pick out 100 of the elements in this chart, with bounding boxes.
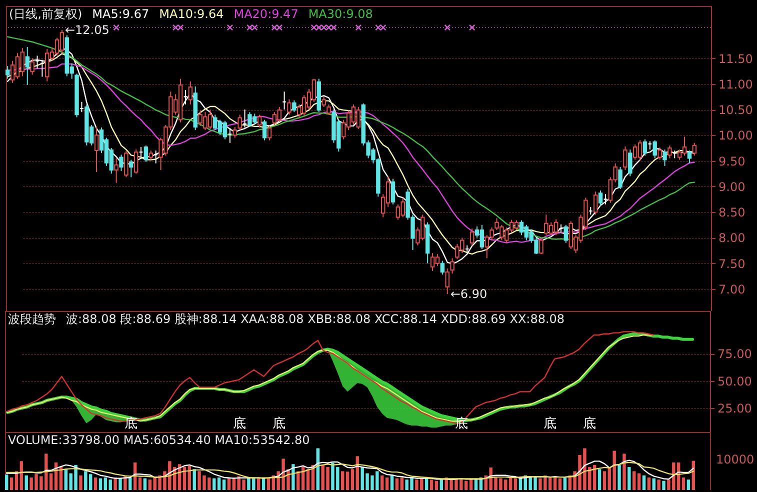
bar (24, 475, 28, 490)
bar (94, 477, 98, 490)
candlestick (628, 149, 632, 177)
x-tick-label: 底 (233, 416, 246, 432)
y-tick-label: 9.00 (718, 180, 746, 194)
bar (652, 478, 656, 490)
candlestick (80, 101, 84, 113)
candlestick (593, 191, 598, 216)
candlestick (440, 260, 445, 276)
bar (340, 471, 344, 490)
bar (628, 467, 631, 490)
bar (598, 469, 602, 490)
candlestick (652, 140, 657, 159)
bar (217, 477, 221, 490)
bar (390, 475, 394, 490)
bar (143, 478, 147, 490)
candlestick (144, 144, 148, 162)
bar (49, 473, 53, 490)
candlestick (114, 158, 118, 184)
bar (222, 480, 226, 490)
x-tick-label: 底 (583, 416, 596, 432)
candlestick (390, 178, 396, 205)
bar (192, 469, 196, 490)
candlestick (257, 114, 262, 128)
chart-title: 波段趋势 (8, 312, 56, 326)
candlestick (287, 98, 292, 116)
chart-title: VOLUME:33798.00 MA5:60534.40 MA10:53542.80 (8, 433, 310, 447)
candlestick (119, 154, 124, 172)
candlestick (148, 150, 153, 160)
candlestick (188, 80, 193, 105)
candlestick (642, 138, 648, 156)
candlestick (35, 55, 40, 70)
candlestick (228, 128, 232, 144)
candlestick (658, 146, 662, 160)
bar (350, 469, 354, 490)
candlestick (138, 146, 144, 158)
y-tick-label: 8.50 (718, 206, 746, 220)
candlestick (262, 119, 267, 141)
bar (128, 477, 132, 490)
bar (400, 477, 404, 490)
annotation: ←6.90 (450, 287, 488, 302)
candlestick (183, 90, 188, 105)
candlestick (30, 58, 34, 76)
bar (385, 477, 389, 490)
bar (138, 477, 142, 490)
bar (618, 464, 621, 490)
annotation: ←12.05 (64, 23, 110, 38)
text: MA5:9.67 (92, 7, 150, 21)
y-tick-label: 25.00 (718, 402, 752, 416)
candlestick (668, 144, 672, 159)
bar (79, 475, 82, 490)
bar (637, 473, 641, 490)
candlestick (25, 46, 30, 86)
candlestick (94, 126, 99, 173)
candlestick (322, 96, 326, 108)
bar (5, 474, 8, 490)
candlestick (445, 268, 450, 295)
candlestick (242, 109, 247, 128)
candlestick (134, 149, 138, 174)
y-tick-label: 7.00 (718, 282, 746, 296)
y-tick-label: 7.50 (718, 256, 746, 271)
bar (380, 475, 384, 490)
bar (558, 478, 562, 490)
y-tick-label: 75.00 (718, 347, 752, 362)
bar (632, 471, 636, 490)
y-tick-label: 8.00 (718, 231, 746, 246)
bar (622, 454, 626, 490)
y-tick-label: 10.00 (718, 128, 753, 143)
candlestick (692, 142, 696, 156)
bar (20, 461, 24, 490)
candlestick (618, 166, 622, 190)
bar (563, 477, 567, 490)
bar (642, 475, 646, 490)
y-tick-label: 9.50 (718, 154, 746, 168)
x-tick-label: 底 (124, 416, 138, 432)
x-tick-label: 底 (272, 416, 286, 432)
chart-title: (日线,前复权) (9, 7, 82, 21)
bar (662, 480, 666, 490)
candlestick (282, 91, 286, 110)
bar (440, 480, 444, 490)
y-tick-label: 11.00 (718, 77, 753, 92)
candlestick (129, 159, 134, 178)
candlestick (564, 224, 568, 244)
text: MA30:9.08 (308, 7, 373, 21)
text: MA20:9.47 (234, 7, 298, 21)
bar (118, 478, 122, 490)
candlestick (662, 149, 667, 166)
bar (514, 478, 518, 490)
candlestick (6, 65, 10, 80)
x-tick-label: 底 (544, 416, 557, 432)
bar (647, 477, 651, 490)
candlestick (598, 190, 603, 206)
candlestick (326, 104, 331, 116)
candlestick (40, 59, 44, 78)
candlestick (154, 150, 158, 164)
text: MA10:9.64 (159, 7, 224, 21)
bar (346, 472, 350, 490)
candlestick (267, 125, 272, 141)
bar (434, 480, 438, 490)
bar (657, 480, 660, 490)
